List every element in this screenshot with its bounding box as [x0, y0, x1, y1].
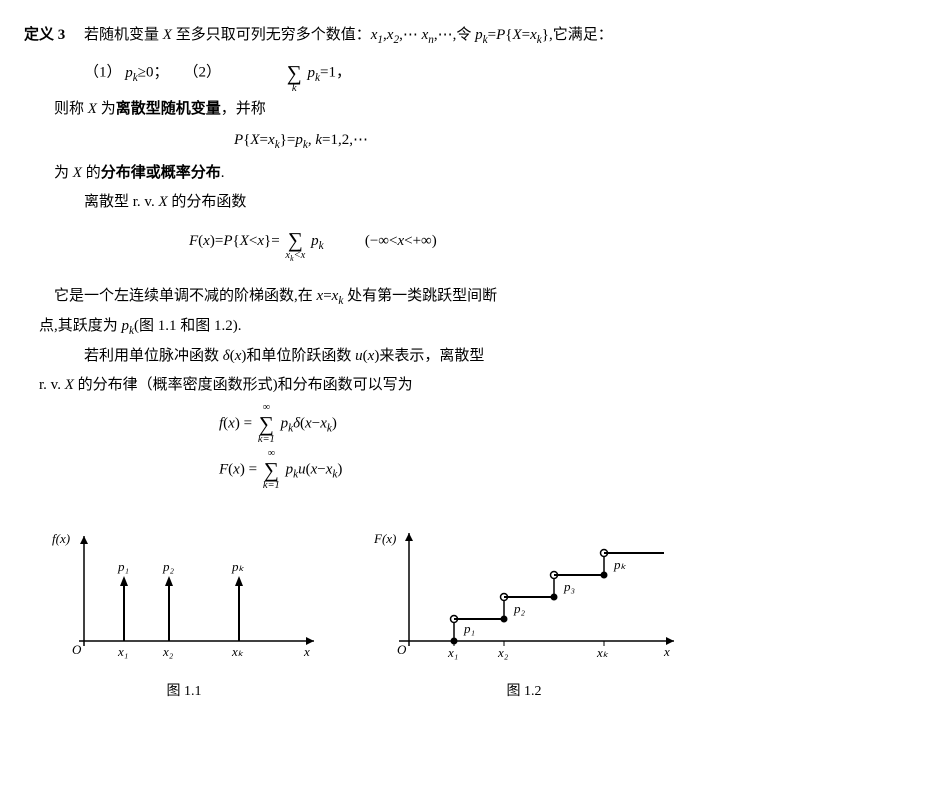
eq-F-u: F(x) = ∞∑k=1 pku(x−xk) [24, 449, 912, 491]
fig1-pk: pₖ [231, 559, 245, 574]
then-pre: 则称 X 为 [54, 101, 116, 117]
fig1-x2: x₂ [162, 644, 174, 659]
dist-pre: 为 X 的 [54, 165, 101, 181]
figure-1-1: f(x) O x p₁ x₁ p₂ x₂ pₖ xₖ 图 1.1 [44, 521, 324, 704]
figures-row: f(x) O x p₁ x₁ p₂ x₂ pₖ xₖ 图 1.1 [24, 521, 912, 704]
fig1-caption: 图 1.1 [44, 679, 324, 704]
fig2-p2: p₂ [513, 601, 526, 616]
fig1-origin: O [72, 642, 82, 657]
fig1-xk: xₖ [231, 644, 244, 659]
delta-desc-2: r. v. X 的分布律（概率密度函数形式)和分布函数可以写为 [24, 372, 912, 399]
discrete-rv: 离散型随机变量 [116, 101, 221, 117]
fig1-p2: p₂ [162, 559, 175, 574]
fig2-p3: p₃ [563, 579, 575, 594]
fig1-x1: x₁ [117, 644, 128, 659]
then-post: ，并称 [221, 101, 266, 117]
fig2-xk: xₖ [596, 645, 609, 660]
figure-1-2: F(x) O x p₁ p₂ p₃ [364, 521, 684, 704]
fig2-x1: x₁ [447, 645, 458, 660]
fig1-svg: f(x) O x p₁ x₁ p₂ x₂ pₖ xₖ [44, 521, 324, 671]
fig2-caption: 图 1.2 [364, 679, 684, 704]
fig2-origin: O [397, 642, 407, 657]
fig2-p1: p₁ [463, 621, 475, 636]
dist-line: 为 X 的分布律或概率分布. [24, 160, 912, 187]
dist-post: . [221, 165, 225, 181]
step-desc-1: 它是一个左连续单调不减的阶梯函数,在 x=xk 处有第一类跳跃型间断 [24, 283, 912, 311]
fig2-xlabel: x [663, 644, 670, 659]
eq-cdf: F(x)=P{X<x}= ∑xk<x pk (−∞<x<+∞) [24, 220, 912, 263]
def-heading: 定义 3 [24, 27, 65, 43]
step-desc-2: 点,其跃度为 pk(图 1.1 和图 1.2). [24, 313, 912, 341]
fig1-p1: p₁ [117, 559, 129, 574]
delta-desc-1: 若利用单位脉冲函数 δ(x)和单位阶跃函数 u(x)来表示，离散型 [24, 343, 912, 370]
dist-bold: 分布律或概率分布 [101, 165, 221, 181]
eq-f-delta: f(x) = ∞∑k=1 pkδ(x−xk) [24, 403, 912, 445]
eq-distribution-law: P{X=xk}=pk, k=1,2,⋯ [24, 127, 912, 155]
def-text: 若随机变量 X 至多只取可列无穷多个数值：x1,x2,⋯ xn,⋯,令 pk=P… [69, 27, 613, 43]
fig2-pk: pₖ [613, 557, 627, 572]
cdf-intro: 离散型 r. v. X 的分布函数 [24, 189, 912, 216]
fig1-ylabel: f(x) [52, 531, 70, 546]
fig2-ylabel: F(x) [373, 531, 396, 546]
definition-line: 定义 3 若随机变量 X 至多只取可列无穷多个数值：x1,x2,⋯ xn,⋯,令… [24, 22, 912, 50]
fig2-svg: F(x) O x p₁ p₂ p₃ [364, 521, 684, 671]
conditions: （1） pk≥0； （2） ∑k pk=1， [24, 52, 912, 94]
fig1-xlabel: x [303, 644, 310, 659]
then-line: 则称 X 为离散型随机变量，并称 [24, 96, 912, 123]
fig2-x2: x₂ [497, 645, 509, 660]
